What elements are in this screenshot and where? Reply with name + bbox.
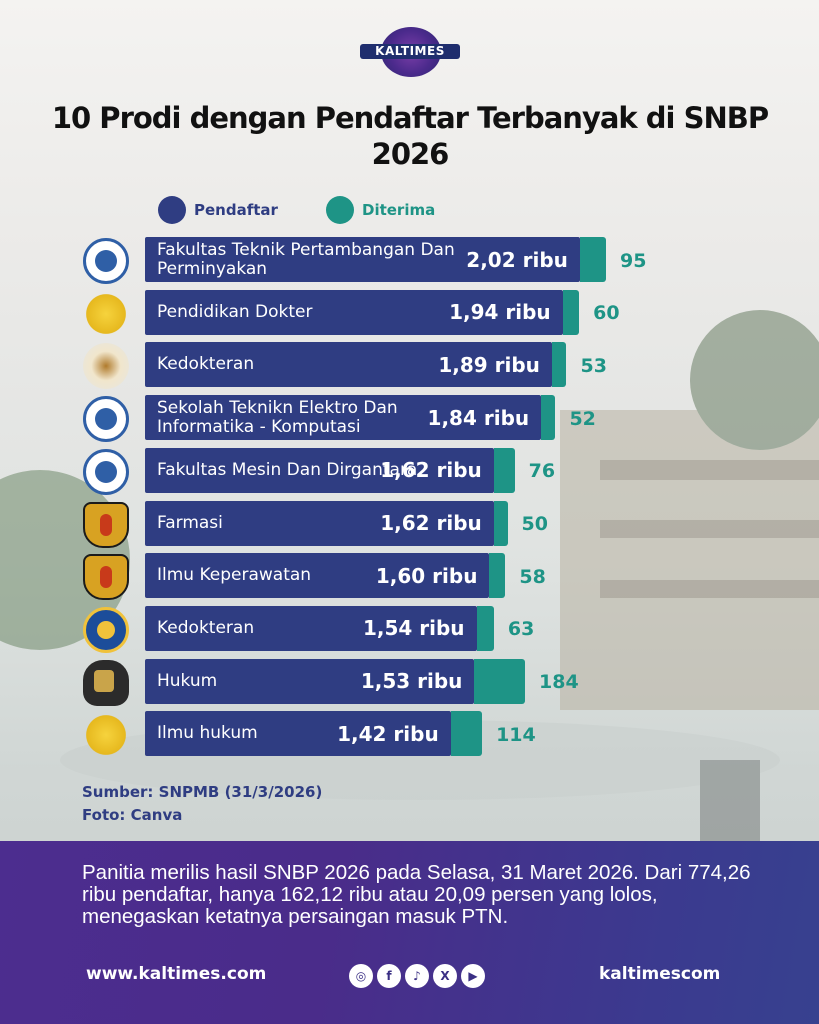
chart-title: 10 Prodi dengan Pendaftar Terbanyak di S… [51, 101, 769, 171]
diterima-bar [551, 342, 567, 388]
pendaftar-bar: Ilmu hukum 1,42 ribu [145, 711, 451, 757]
pendaftar-bar: Hukum 1,53 ribu [145, 658, 475, 704]
pendaftar-value-label: 2,02 ribu [466, 247, 568, 272]
category-label: Kedokteran [157, 354, 255, 375]
pendaftar-bar: Fakultas Teknik Pertambangan Dan Perminy… [145, 237, 580, 282]
category-label: Ilmu hukum [157, 723, 258, 744]
category-label: Farmasi [157, 512, 223, 533]
diterima-value-label: 184 [539, 671, 579, 694]
legend-diterima-label: Diterima [362, 201, 436, 219]
pendaftar-value-label: 1,60 ribu [375, 563, 478, 588]
pendaftar-value-label: 1,54 ribu [362, 616, 465, 641]
pendaftar-bar: Sekolah Teknikn Elektro Dan Informatika … [145, 395, 542, 441]
category-label: Fakultas Mesin Dan Dirgantara [157, 459, 418, 480]
diterima-value-label: 60 [593, 302, 620, 325]
itb-logo-icon [83, 448, 129, 495]
diterima-value-label: 50 [521, 513, 548, 535]
pendaftar-value-label: 1,62 ribu [380, 511, 482, 535]
facebook-icon[interactable]: f [377, 964, 401, 988]
itb-logo-icon [83, 396, 129, 443]
ui-logo-icon [83, 712, 129, 759]
legend-pendaftar-label: Pendaftar [194, 201, 278, 219]
pendaftar-bar: Pendidikan Dokter 1,94 ribu [145, 289, 563, 335]
unpad-logo-icon [83, 501, 129, 548]
diterima-value-label: 76 [528, 460, 556, 483]
undip-logo-icon [83, 659, 129, 706]
legend-pendaftar-swatch [158, 196, 186, 224]
diterima-value-label: 114 [496, 723, 536, 746]
pendaftar-value-label: 1,53 ribu [360, 669, 463, 694]
category-label: Sekolah Teknikn Elektro Dan Informatika … [157, 397, 398, 437]
diterima-bar [541, 395, 556, 441]
diterima-bar [493, 500, 508, 546]
social-handle[interactable]: kaltimescom [599, 964, 721, 984]
diterima-value-label: 63 [507, 618, 535, 641]
pendaftar-bar: Fakultas Mesin Dan Dirgantara 1,62 ribu [145, 447, 494, 493]
pendaftar-bar: Kedokteran 1,54 ribu [145, 605, 477, 651]
itb-logo-icon [83, 238, 129, 284]
pendaftar-value-label: 1,62 ribu [380, 458, 482, 483]
pendaftar-value-label: 1,94 ribu [449, 300, 551, 325]
diterima-value-label: 52 [569, 407, 596, 430]
diterima-value-label: 58 [519, 565, 546, 588]
diterima-bar [474, 658, 525, 704]
diterima-value-label: 95 [620, 249, 647, 272]
legend-diterima-swatch [326, 196, 354, 224]
instagram-icon[interactable]: ◎ [349, 964, 373, 988]
footer-summary: Panitia merilis hasil SNBP 2026 pada Sel… [82, 861, 751, 928]
diterima-bar [562, 289, 580, 335]
pendaftar-bar: Ilmu Keperawatan 1,60 ribu [145, 553, 490, 599]
diterima-bar [489, 553, 506, 599]
diterima-bar [476, 605, 494, 651]
pendaftar-value-label: 1,84 ribu [427, 405, 530, 430]
category-label: Ilmu Keperawatan [157, 565, 312, 586]
photo-credit: Foto: Canva [82, 806, 183, 824]
diterima-value-label: 53 [580, 354, 607, 377]
diterima-bar [493, 447, 515, 493]
youtube-icon[interactable]: ▶ [461, 964, 485, 988]
pendaftar-bar: Farmasi 1,62 ribu [145, 500, 494, 546]
unpad-logo-icon [83, 554, 129, 601]
x-icon[interactable]: X [433, 964, 457, 988]
pendaftar-bar: Kedokteran 1,89 ribu [145, 342, 552, 388]
diterima-bar [450, 711, 483, 757]
footer-panel [0, 841, 819, 1024]
category-label: Fakultas Teknik Pertambangan Dan Perminy… [157, 239, 455, 279]
website-link[interactable]: www.kaltimes.com [86, 964, 267, 984]
category-label: Kedokteran [157, 617, 255, 638]
diterima-bar [579, 237, 607, 282]
category-label: Hukum [157, 670, 218, 691]
pendaftar-value-label: 1,42 ribu [337, 721, 439, 746]
source-note: Sumber: SNPMB (31/3/2026) [82, 783, 323, 801]
kaltimes-logo-text: KALTIMES [360, 44, 460, 59]
category-label: Pendidikan Dokter [157, 301, 313, 322]
ui-logo-icon [83, 290, 129, 337]
tiktok-icon[interactable]: ♪ [405, 964, 429, 988]
pendaftar-value-label: 1,89 ribu [438, 352, 540, 377]
ugm-logo-icon [83, 343, 129, 390]
unair-logo-icon [83, 606, 129, 653]
